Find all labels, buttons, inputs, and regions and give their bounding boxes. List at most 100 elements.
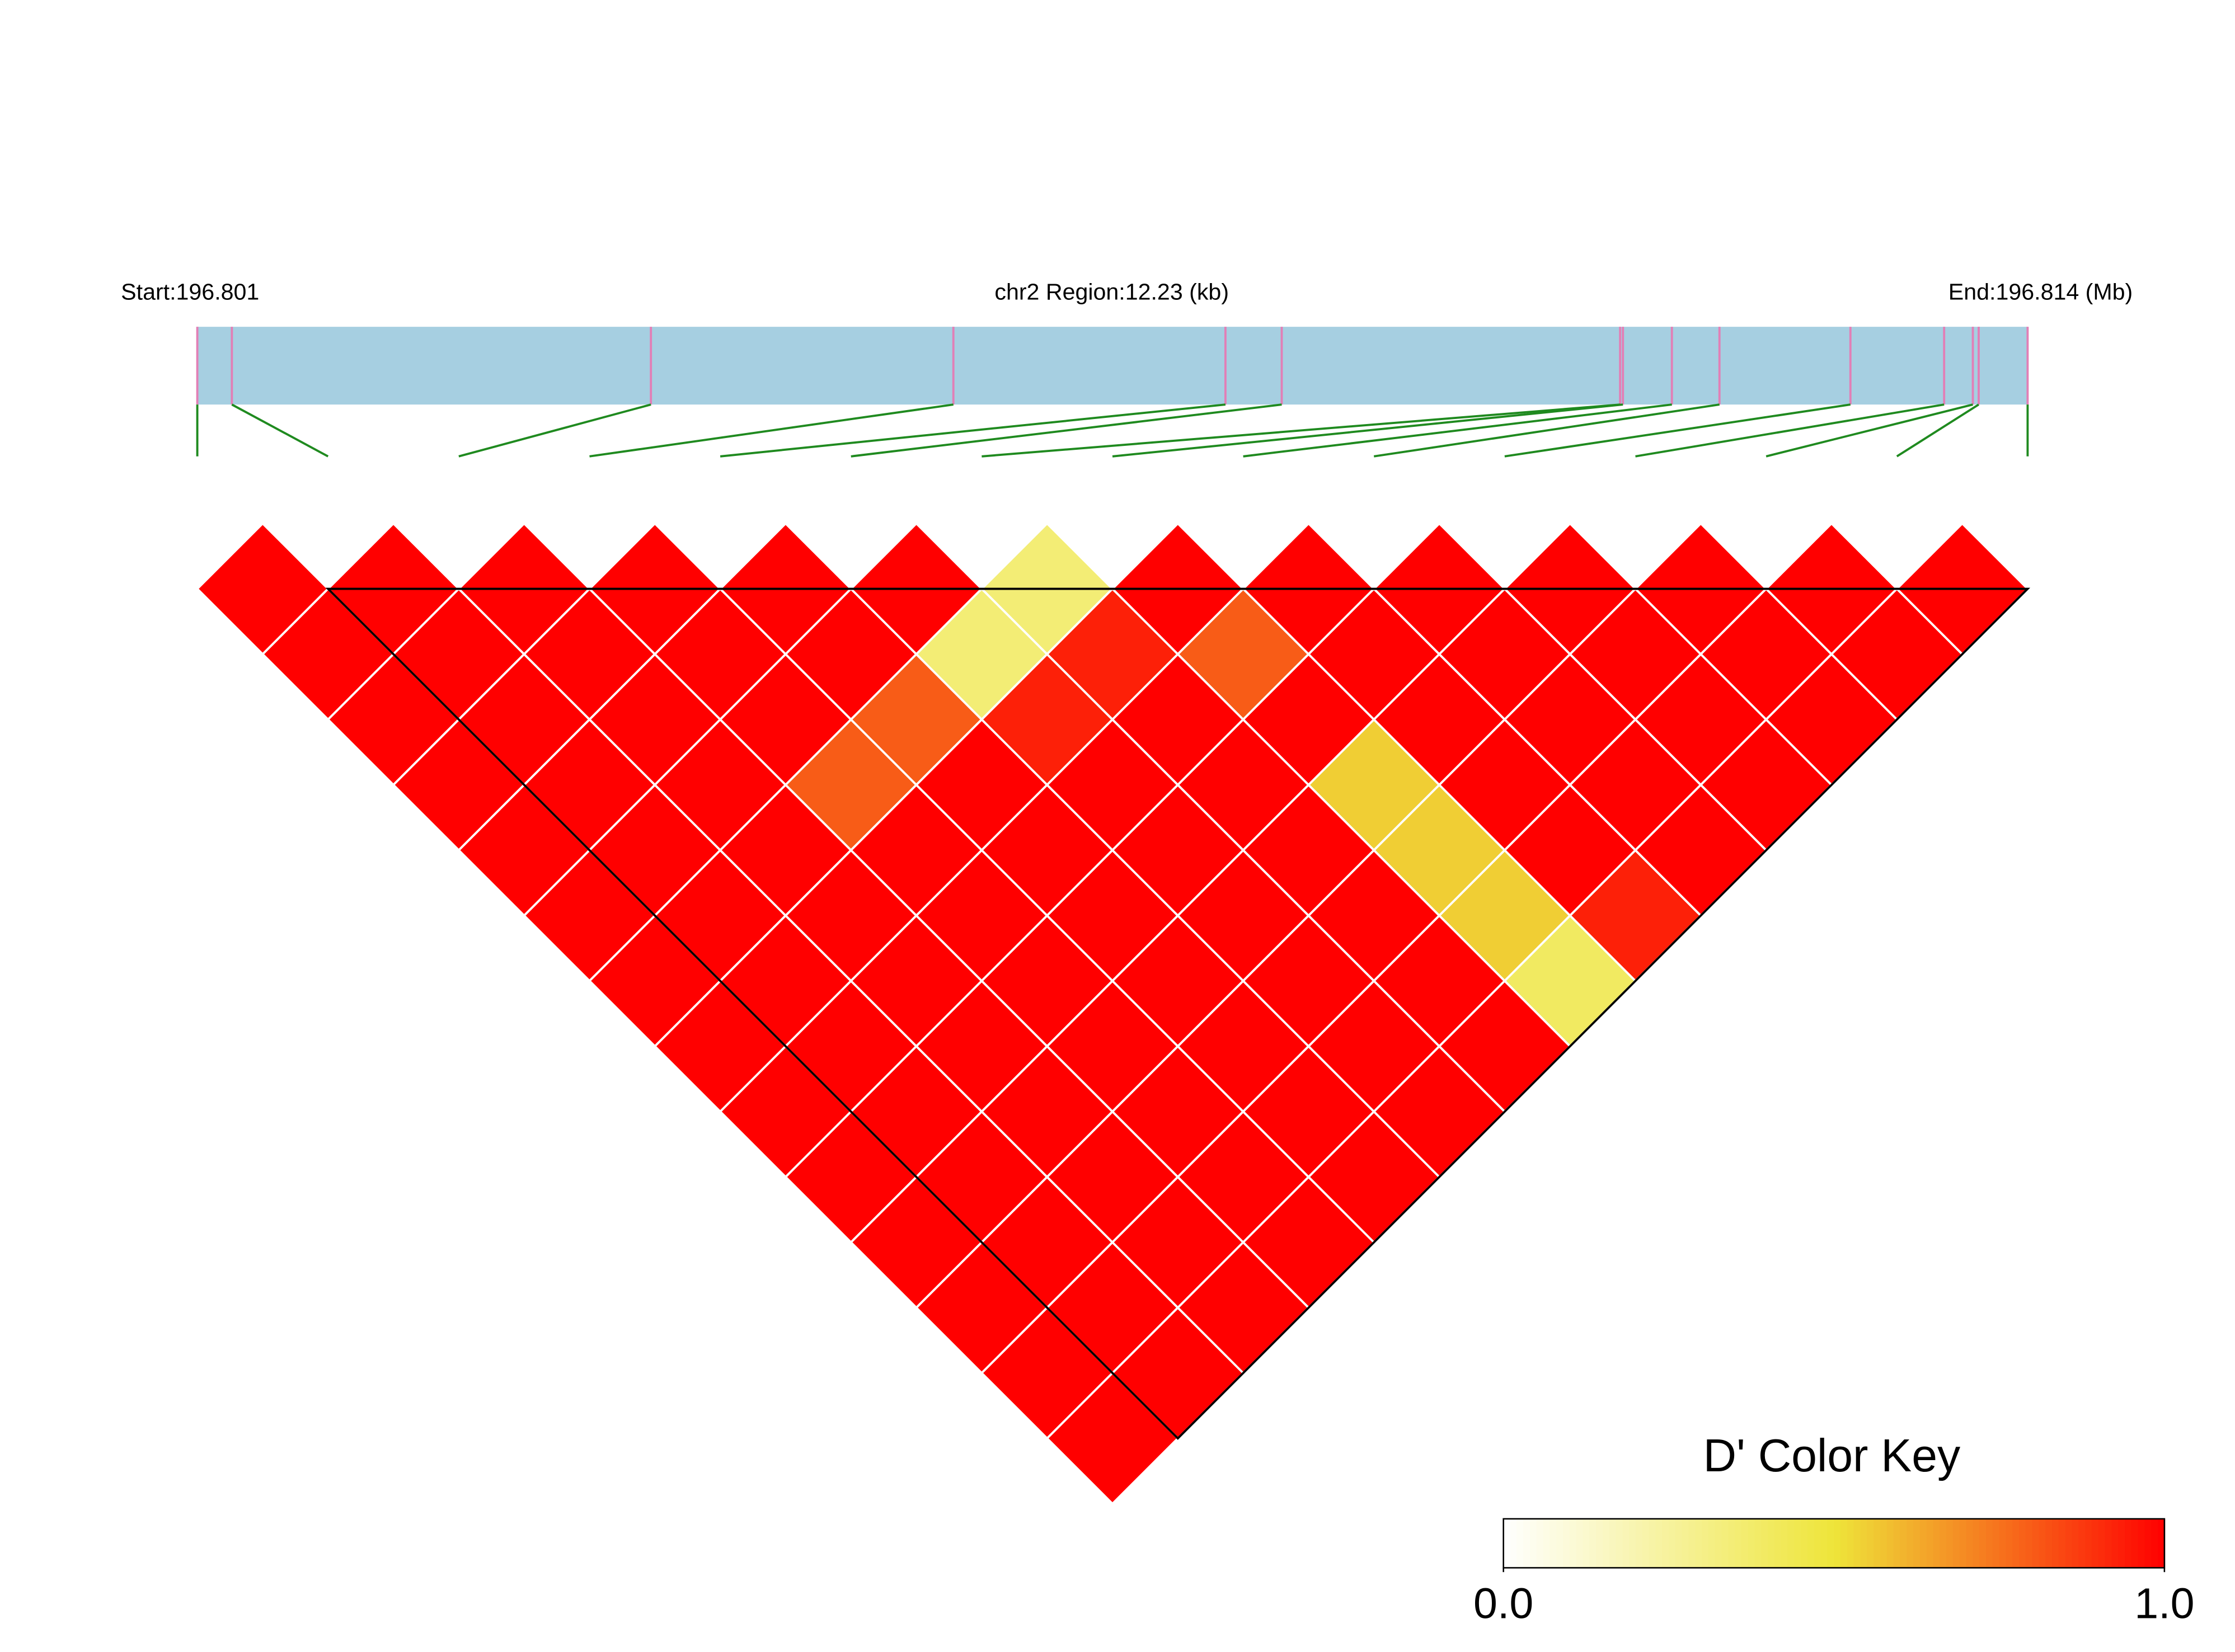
- snp-connector: [458, 403, 651, 458]
- legend-swatch: [1688, 1518, 1696, 1568]
- legend-swatch: [1973, 1518, 1980, 1568]
- legend-swatch: [1820, 1518, 1828, 1568]
- legend-swatch: [1893, 1518, 1901, 1568]
- legend-swatch: [1728, 1518, 1736, 1568]
- snp-connector: [231, 403, 329, 458]
- legend-swatch: [2052, 1518, 2060, 1568]
- snp-connector: [1766, 403, 1973, 458]
- legend-swatch: [1768, 1518, 1776, 1568]
- snp-connector: [589, 403, 954, 458]
- legend-tick-label: 1.0: [2134, 1580, 2194, 1628]
- legend-swatch: [1635, 1518, 1644, 1568]
- legend-swatch: [2045, 1518, 2053, 1568]
- end-label: End:196.814 (Mb): [1948, 279, 2133, 304]
- legend-swatch: [1814, 1518, 1821, 1568]
- snp-connector: [720, 403, 1226, 458]
- legend-swatch: [1886, 1518, 1894, 1568]
- legend-swatch: [1787, 1518, 1795, 1568]
- legend-swatch: [1992, 1518, 2000, 1568]
- legend-swatch: [1907, 1518, 1914, 1568]
- legend-swatch: [1655, 1518, 1663, 1568]
- legend-swatch: [1827, 1518, 1835, 1568]
- legend-swatch: [1583, 1518, 1590, 1568]
- snp-connector: [851, 403, 1282, 458]
- legend-swatch: [1781, 1518, 1788, 1568]
- legend-swatch: [1516, 1518, 1524, 1568]
- legend-swatch: [1662, 1518, 1670, 1568]
- legend-swatch: [2025, 1518, 2033, 1568]
- legend-swatch: [1853, 1518, 1861, 1568]
- legend-swatch: [1510, 1518, 1518, 1568]
- legend-swatch: [1761, 1518, 1769, 1568]
- legend-swatch: [1616, 1518, 1623, 1568]
- legend-swatch: [1503, 1518, 1511, 1568]
- legend-swatch: [1682, 1518, 1689, 1568]
- legend-swatch: [2151, 1518, 2159, 1568]
- snp-connector: [1896, 403, 1979, 458]
- legend-swatch: [1807, 1518, 1815, 1568]
- legend-swatch: [2125, 1518, 2133, 1568]
- legend-swatch: [1979, 1518, 1987, 1568]
- legend-swatch: [1609, 1518, 1617, 1568]
- legend-swatch: [1946, 1518, 1954, 1568]
- legend-swatch: [1940, 1518, 1947, 1568]
- block-outline: [325, 587, 2031, 1440]
- legend-swatch: [2065, 1518, 2073, 1568]
- legend-swatch: [1735, 1518, 1743, 1568]
- legend-swatch: [1668, 1518, 1677, 1568]
- legend-swatch: [1867, 1518, 1875, 1568]
- legend-swatch: [1741, 1518, 1749, 1568]
- legend-swatch: [1913, 1518, 1921, 1568]
- legend-swatch: [1721, 1518, 1729, 1568]
- legend-swatch: [1774, 1518, 1782, 1568]
- legend-swatch: [1622, 1518, 1630, 1568]
- legend-swatch: [1748, 1518, 1755, 1568]
- legend-swatch: [1754, 1518, 1762, 1568]
- legend-swatch: [2072, 1518, 2079, 1568]
- legend-swatch: [1543, 1518, 1551, 1568]
- legend-swatch: [1708, 1518, 1716, 1568]
- snp-connector: [1504, 403, 1851, 458]
- legend-swatch: [1523, 1518, 1531, 1568]
- legend-swatch: [1874, 1518, 1881, 1568]
- legend-swatch: [1550, 1518, 1557, 1568]
- snp-connector: [982, 403, 1621, 458]
- legend-swatch: [2138, 1518, 2145, 1568]
- legend-swatch: [1562, 1518, 1571, 1568]
- legend-swatch: [2105, 1518, 2112, 1568]
- legend-swatch: [1840, 1518, 1848, 1568]
- legend-tick-label: 0.0: [1473, 1580, 1533, 1628]
- legend-swatch: [1695, 1518, 1703, 1568]
- legend-swatch: [1675, 1518, 1683, 1568]
- legend-swatch: [2006, 1518, 2013, 1568]
- legend-swatch: [1794, 1518, 1802, 1568]
- legend-swatch: [1933, 1518, 1941, 1568]
- legend-swatch: [1926, 1518, 1934, 1568]
- legend-swatch: [1834, 1518, 1842, 1568]
- legend-swatch: [2144, 1518, 2152, 1568]
- snp-connector: [1243, 403, 1672, 458]
- legend-swatch: [1536, 1518, 1544, 1568]
- legend-swatch: [1589, 1518, 1597, 1568]
- legend-swatch: [1556, 1518, 1564, 1568]
- legend-swatch: [1966, 1518, 1974, 1568]
- legend-swatch: [1847, 1518, 1854, 1568]
- legend-swatch: [1702, 1518, 1710, 1568]
- legend-swatch: [2098, 1518, 2106, 1568]
- legend-swatch: [1999, 1518, 2007, 1568]
- legend-swatch: [2118, 1518, 2126, 1568]
- legend-swatch: [1880, 1518, 1888, 1568]
- legend-swatch: [2111, 1518, 2119, 1568]
- legend-swatch: [1602, 1518, 1610, 1568]
- legend-swatch: [2131, 1518, 2139, 1568]
- legend-swatch: [1919, 1518, 1927, 1568]
- legend-swatch: [1900, 1518, 1908, 1568]
- region-bar: [197, 327, 2028, 405]
- legend-swatch: [1529, 1518, 1538, 1568]
- legend-swatch: [2032, 1518, 2040, 1568]
- legend-title: D' Color Key: [1703, 1430, 1961, 1481]
- legend-frame: [1502, 1518, 2166, 1569]
- legend-swatch: [1985, 1518, 1994, 1568]
